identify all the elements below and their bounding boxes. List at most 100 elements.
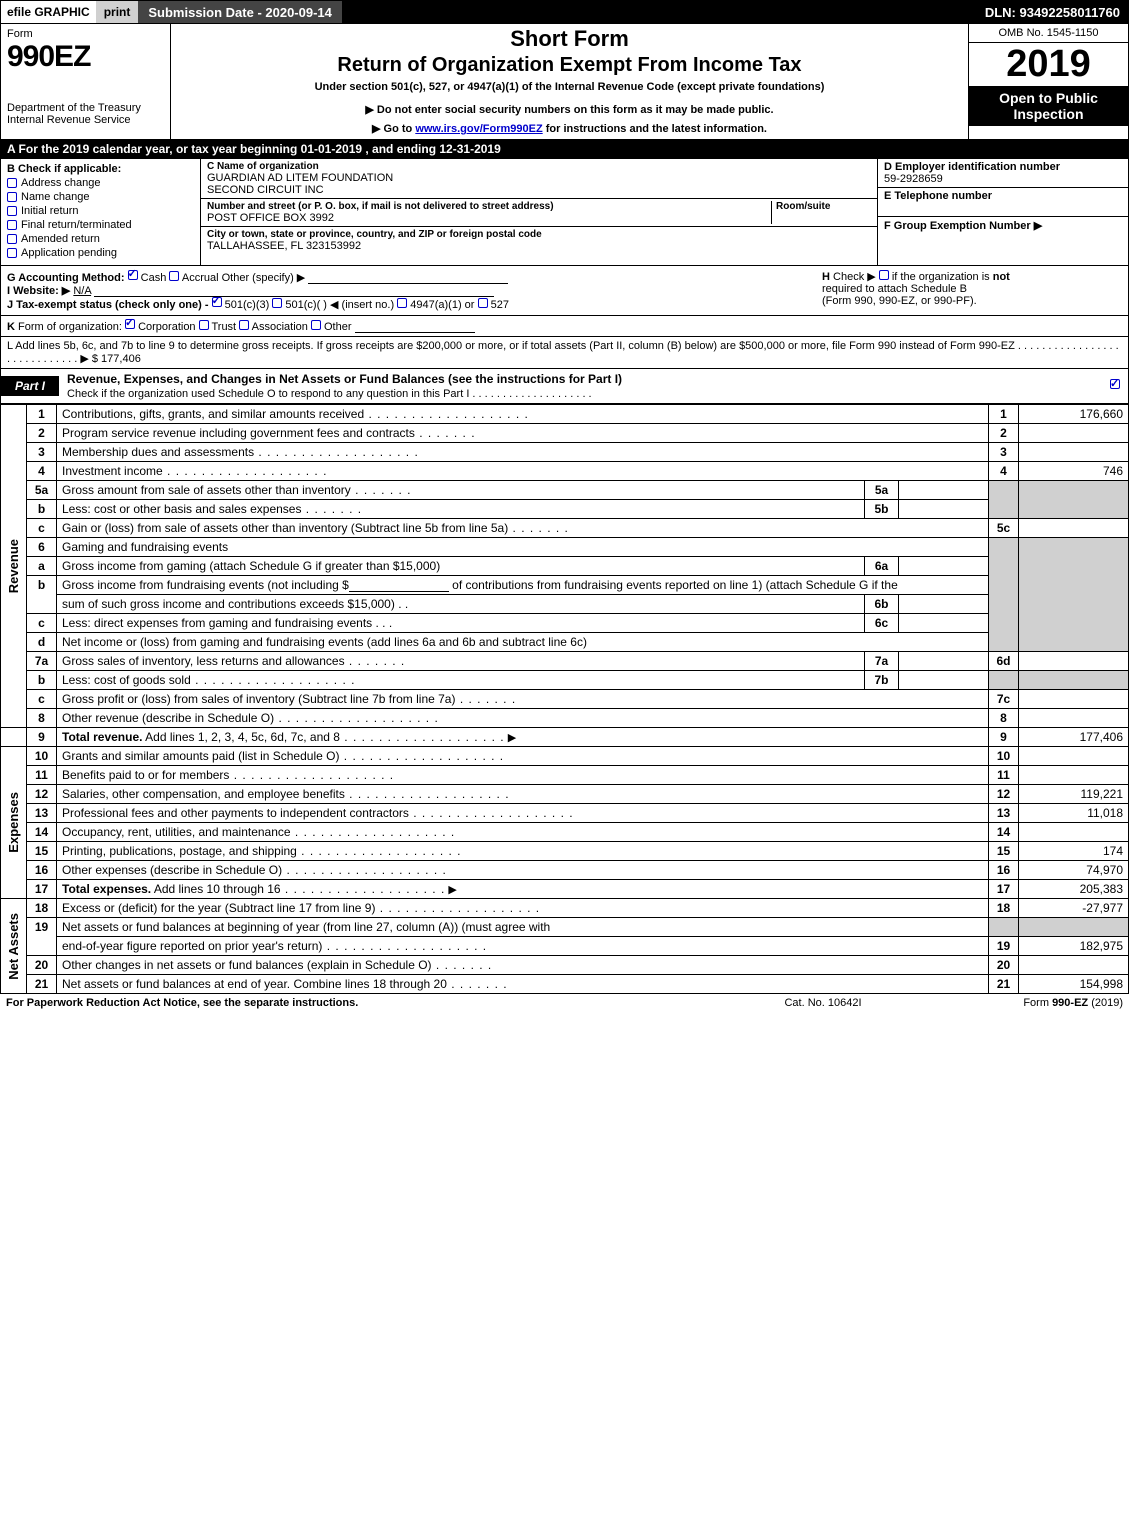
chk-trust[interactable] bbox=[199, 320, 209, 330]
chk-501c[interactable] bbox=[272, 298, 282, 308]
line-8-value bbox=[1019, 709, 1129, 728]
ein-value: 59-2928659 bbox=[884, 173, 1122, 185]
line-2-value bbox=[1019, 424, 1129, 443]
line-11-value bbox=[1019, 766, 1129, 785]
net-assets-side-label: Net Assets bbox=[6, 913, 21, 980]
org-name-1: GUARDIAN AD LITEM FOUNDATION bbox=[207, 172, 871, 184]
chk-527[interactable] bbox=[478, 298, 488, 308]
ein-label: D Employer identification number bbox=[884, 161, 1122, 173]
website-value: N/A bbox=[73, 285, 91, 297]
return-title: Return of Organization Exempt From Incom… bbox=[179, 54, 960, 77]
chk-schedule-o[interactable] bbox=[1110, 379, 1120, 389]
street-label: Number and street (or P. O. box, if mail… bbox=[207, 201, 771, 212]
line-9-value: 177,406 bbox=[1019, 728, 1129, 747]
city-label: City or town, state or province, country… bbox=[207, 229, 871, 240]
submission-date: Submission Date - 2020-09-14 bbox=[138, 1, 342, 23]
room-label: Room/suite bbox=[776, 201, 871, 212]
efile-label: efile GRAPHIC bbox=[1, 1, 96, 23]
open-inspection-badge: Open to Public Inspection bbox=[969, 86, 1128, 126]
omb-number: OMB No. 1545-1150 bbox=[969, 24, 1128, 43]
form-number: 990EZ bbox=[7, 40, 164, 74]
street-value: POST OFFICE BOX 3992 bbox=[207, 212, 771, 224]
top-bar: efile GRAPHIC print Submission Date - 20… bbox=[0, 0, 1129, 24]
footer-cat-no: Cat. No. 10642I bbox=[723, 997, 923, 1009]
revenue-side-label: Revenue bbox=[6, 539, 21, 593]
part-1-table: Revenue 1 Contributions, gifts, grants, … bbox=[0, 404, 1129, 994]
tax-year: 2019 bbox=[969, 43, 1128, 86]
line-1-value: 176,660 bbox=[1019, 405, 1129, 424]
header-left: Form 990EZ Department of the Treasury In… bbox=[1, 24, 171, 139]
print-button[interactable]: print bbox=[96, 1, 139, 23]
line-17-value: 205,383 bbox=[1019, 880, 1129, 899]
chk-not-required[interactable] bbox=[879, 270, 889, 280]
part-1-title: Revenue, Expenses, and Changes in Net As… bbox=[59, 369, 1110, 403]
irs-link[interactable]: www.irs.gov/Form990EZ bbox=[415, 123, 542, 135]
info-block: B Check if applicable: Address change Na… bbox=[0, 159, 1129, 266]
telephone-label: E Telephone number bbox=[884, 190, 1122, 202]
part-1-bar: Part I Revenue, Expenses, and Changes in… bbox=[0, 369, 1129, 404]
period-bar: A For the 2019 calendar year, or tax yea… bbox=[0, 140, 1129, 159]
h-check-text: Check ▶ if the organization is not bbox=[833, 271, 1010, 283]
chk-501c3[interactable] bbox=[212, 297, 222, 307]
line-16-value: 74,970 bbox=[1019, 861, 1129, 880]
section-d-e-f: D Employer identification number 59-2928… bbox=[878, 159, 1128, 265]
footer-left: For Paperwork Reduction Act Notice, see … bbox=[6, 997, 723, 1009]
line-13-value: 11,018 bbox=[1019, 804, 1129, 823]
line-5c-value bbox=[1019, 519, 1129, 538]
line-19-value: 182,975 bbox=[1019, 937, 1129, 956]
group-exemption-label: F Group Exemption Number ▶ bbox=[884, 219, 1122, 232]
line-3-value bbox=[1019, 443, 1129, 462]
under-section-text: Under section 501(c), 527, or 4947(a)(1)… bbox=[179, 81, 960, 93]
chk-application-pending[interactable]: Application pending bbox=[7, 247, 194, 259]
form-header: Form 990EZ Department of the Treasury In… bbox=[0, 24, 1129, 140]
footer-form-ref: Form 990-EZ (2019) bbox=[923, 997, 1123, 1009]
gross-receipts-value: 177,406 bbox=[101, 353, 141, 365]
goto-text: ▶ Go to www.irs.gov/Form990EZ for instru… bbox=[179, 122, 960, 135]
part-1-tab: Part I bbox=[1, 376, 59, 396]
page-footer: For Paperwork Reduction Act Notice, see … bbox=[0, 994, 1129, 1012]
line-15-value: 174 bbox=[1019, 842, 1129, 861]
section-c: C Name of organization GUARDIAN AD LITEM… bbox=[201, 159, 878, 265]
department-label: Department of the Treasury Internal Reve… bbox=[7, 102, 164, 126]
line-l: L Add lines 5b, 6c, and 7b to line 9 to … bbox=[0, 337, 1129, 369]
section-b: B Check if applicable: Address change Na… bbox=[1, 159, 201, 265]
h-text-2: required to attach Schedule B bbox=[822, 283, 967, 295]
h-text-3: (Form 990, 990-EZ, or 990-PF). bbox=[822, 295, 977, 307]
chk-final-return[interactable]: Final return/terminated bbox=[7, 219, 194, 231]
chk-amended-return[interactable]: Amended return bbox=[7, 233, 194, 245]
short-form-title: Short Form bbox=[179, 26, 960, 52]
header-right: OMB No. 1545-1150 2019 Open to Public In… bbox=[968, 24, 1128, 139]
line-21-value: 154,998 bbox=[1019, 975, 1129, 994]
line-14-value bbox=[1019, 823, 1129, 842]
chk-name-change[interactable]: Name change bbox=[7, 191, 194, 203]
chk-initial-return[interactable]: Initial return bbox=[7, 205, 194, 217]
line-10-value bbox=[1019, 747, 1129, 766]
accounting-method-label: G Accounting Method: bbox=[7, 272, 125, 284]
section-b-header: B Check if applicable: bbox=[7, 163, 194, 175]
org-name-label: C Name of organization bbox=[207, 161, 871, 172]
do-not-enter-text: ▶ Do not enter social security numbers o… bbox=[179, 103, 960, 116]
city-value: TALLAHASSEE, FL 323153992 bbox=[207, 240, 871, 252]
line-18-value: -27,977 bbox=[1019, 899, 1129, 918]
chk-association[interactable] bbox=[239, 320, 249, 330]
website-label: I Website: ▶ bbox=[7, 285, 70, 297]
chk-address-change[interactable]: Address change bbox=[7, 177, 194, 189]
line-k: K Form of organization: Corporation Trus… bbox=[0, 316, 1129, 337]
dln-number: DLN: 93492258011760 bbox=[977, 1, 1128, 23]
header-middle: Short Form Return of Organization Exempt… bbox=[171, 24, 968, 139]
line-7c-value bbox=[1019, 690, 1129, 709]
line-12-value: 119,221 bbox=[1019, 785, 1129, 804]
chk-4947[interactable] bbox=[397, 298, 407, 308]
org-name-2: SECOND CIRCUIT INC bbox=[207, 184, 871, 196]
expenses-side-label: Expenses bbox=[6, 792, 21, 853]
form-label: Form bbox=[7, 28, 164, 40]
tax-exempt-label: J Tax-exempt status (check only one) - bbox=[7, 299, 209, 311]
chk-other-org[interactable] bbox=[311, 320, 321, 330]
chk-cash[interactable] bbox=[128, 270, 138, 280]
line-g-h: G Accounting Method: Cash Accrual Other … bbox=[0, 266, 1129, 316]
line-6d-value bbox=[1019, 652, 1129, 671]
chk-accrual[interactable] bbox=[169, 271, 179, 281]
chk-corporation[interactable] bbox=[125, 319, 135, 329]
line-20-value bbox=[1019, 956, 1129, 975]
line-4-value: 746 bbox=[1019, 462, 1129, 481]
